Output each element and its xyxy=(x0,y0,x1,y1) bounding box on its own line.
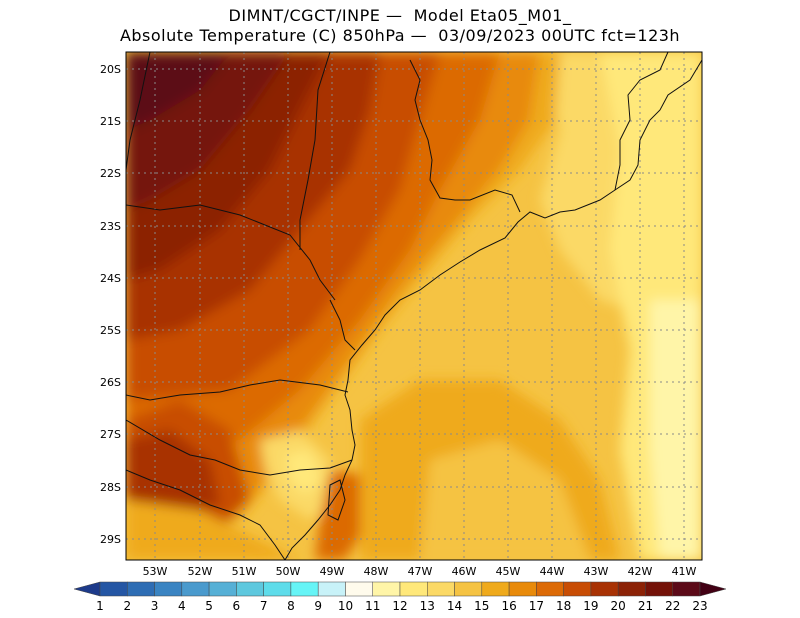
border-mg-es xyxy=(614,52,669,191)
colorbar-label: 2 xyxy=(123,599,131,613)
colorbar-bin xyxy=(536,581,564,597)
colorbar-bin xyxy=(263,581,292,597)
border-pr-sp xyxy=(329,299,356,351)
lon-label: 43W xyxy=(584,565,609,578)
border-mg-rj-sp xyxy=(409,59,521,213)
colorbar-bin xyxy=(454,581,483,597)
colorbar-label: 8 xyxy=(287,599,295,613)
colorbar-bin xyxy=(99,581,128,597)
colorbar-label: 7 xyxy=(260,599,268,613)
border-mg-sp xyxy=(126,52,151,171)
colorbar-label: 11 xyxy=(365,599,380,613)
colorbar-bin xyxy=(181,581,210,597)
colorbar-bin xyxy=(290,581,319,597)
colorbar-label: 9 xyxy=(314,599,322,613)
border-mt-ms-pr xyxy=(126,204,336,301)
graticule xyxy=(126,52,702,560)
border-pr-sc xyxy=(126,379,349,401)
colorbar-label: 12 xyxy=(392,599,407,613)
lon-label: 47W xyxy=(408,565,433,578)
colorbar-label: 14 xyxy=(447,599,462,613)
latitude-labels: 20S 21S 22S 23S 24S 25S 26S 27S 28S 29S xyxy=(100,63,121,546)
lon-label: 42W xyxy=(628,565,653,578)
colorbar-bin xyxy=(672,581,701,597)
colorbar-bin xyxy=(617,581,646,597)
colorbar-bin xyxy=(399,581,428,597)
colorbar-label: 5 xyxy=(205,599,213,613)
colorbar-bin xyxy=(427,581,455,597)
colorbar-bin xyxy=(127,581,155,597)
colorbar-label: 15 xyxy=(474,599,489,613)
colorbar-bin xyxy=(317,581,346,597)
coastline xyxy=(284,59,702,560)
lon-label: 44W xyxy=(540,565,565,578)
lon-label: 41W xyxy=(672,565,697,578)
colorbar-label: 20 xyxy=(611,599,626,613)
colorbar-label: 22 xyxy=(665,599,680,613)
colorbar-cap-low xyxy=(73,581,101,597)
colorbar-label: 10 xyxy=(338,599,353,613)
river-parana xyxy=(299,52,331,250)
lat-label: 29S xyxy=(100,533,121,546)
colorbar-bin xyxy=(645,581,673,597)
colorbar-label: 23 xyxy=(692,599,707,613)
lat-label: 26S xyxy=(100,376,121,389)
border-inner-west xyxy=(126,469,286,560)
lon-label: 46W xyxy=(452,565,477,578)
lat-label: 21S xyxy=(100,115,121,128)
colorbar-label: 1 xyxy=(96,599,104,613)
colorbar-bin xyxy=(236,581,264,597)
colorbar: 1 2 3 4 5 6 7 8 9 10 11 12 13 14 15 16 17 18 19 20 21 22 23 xyxy=(73,581,727,613)
lat-label: 20S xyxy=(100,63,121,76)
lon-label: 53W xyxy=(143,565,168,578)
colorbar-label: 3 xyxy=(151,599,159,613)
colorbar-label: 17 xyxy=(529,599,544,613)
map-frame xyxy=(125,51,703,561)
lagoon xyxy=(327,479,346,521)
lat-label: 22S xyxy=(100,167,121,180)
lat-label: 28S xyxy=(100,481,121,494)
boundaries xyxy=(126,52,702,560)
colorbar-label: 18 xyxy=(556,599,571,613)
colorbar-bin xyxy=(508,581,537,597)
colorbar-label: 16 xyxy=(501,599,516,613)
lon-label: 49W xyxy=(320,565,345,578)
lon-label: 50W xyxy=(276,565,301,578)
colorbar-label: 19 xyxy=(583,599,598,613)
colorbar-label: 13 xyxy=(420,599,435,613)
colorbar-cap-high xyxy=(699,581,727,597)
lon-label: 51W xyxy=(232,565,257,578)
colorbar-bin xyxy=(481,581,510,597)
colorbar-bin xyxy=(563,581,592,597)
colorbar-bin xyxy=(372,581,401,597)
map-title-line2: Absolute Temperature (C) 850hPa — 03/09/… xyxy=(119,26,681,45)
map-title-line1: DIMNT/CGCT/INPE — Model Eta05_M01_ xyxy=(228,6,572,25)
lat-label: 25S xyxy=(100,324,121,337)
lat-label: 23S xyxy=(100,220,121,233)
colorbar-label: 6 xyxy=(233,599,241,613)
lat-label: 27S xyxy=(100,428,121,441)
colorbar-label: 21 xyxy=(638,599,653,613)
lon-label: 45W xyxy=(496,565,521,578)
colorbar-bin xyxy=(208,581,237,597)
border-sc-rs xyxy=(126,419,353,476)
longitude-labels: 53W 52W 51W 50W 49W 48W 47W 46W 45W 44W 43W 42W 41W xyxy=(143,565,697,578)
lon-label: 48W xyxy=(364,565,389,578)
colorbar-label: 4 xyxy=(178,599,186,613)
lat-label: 24S xyxy=(100,272,121,285)
colorbar-bin xyxy=(590,581,619,597)
colorbar-bin xyxy=(345,581,373,597)
lon-label: 52W xyxy=(188,565,213,578)
colorbar-bin xyxy=(154,581,183,597)
temperature-field xyxy=(126,52,702,560)
